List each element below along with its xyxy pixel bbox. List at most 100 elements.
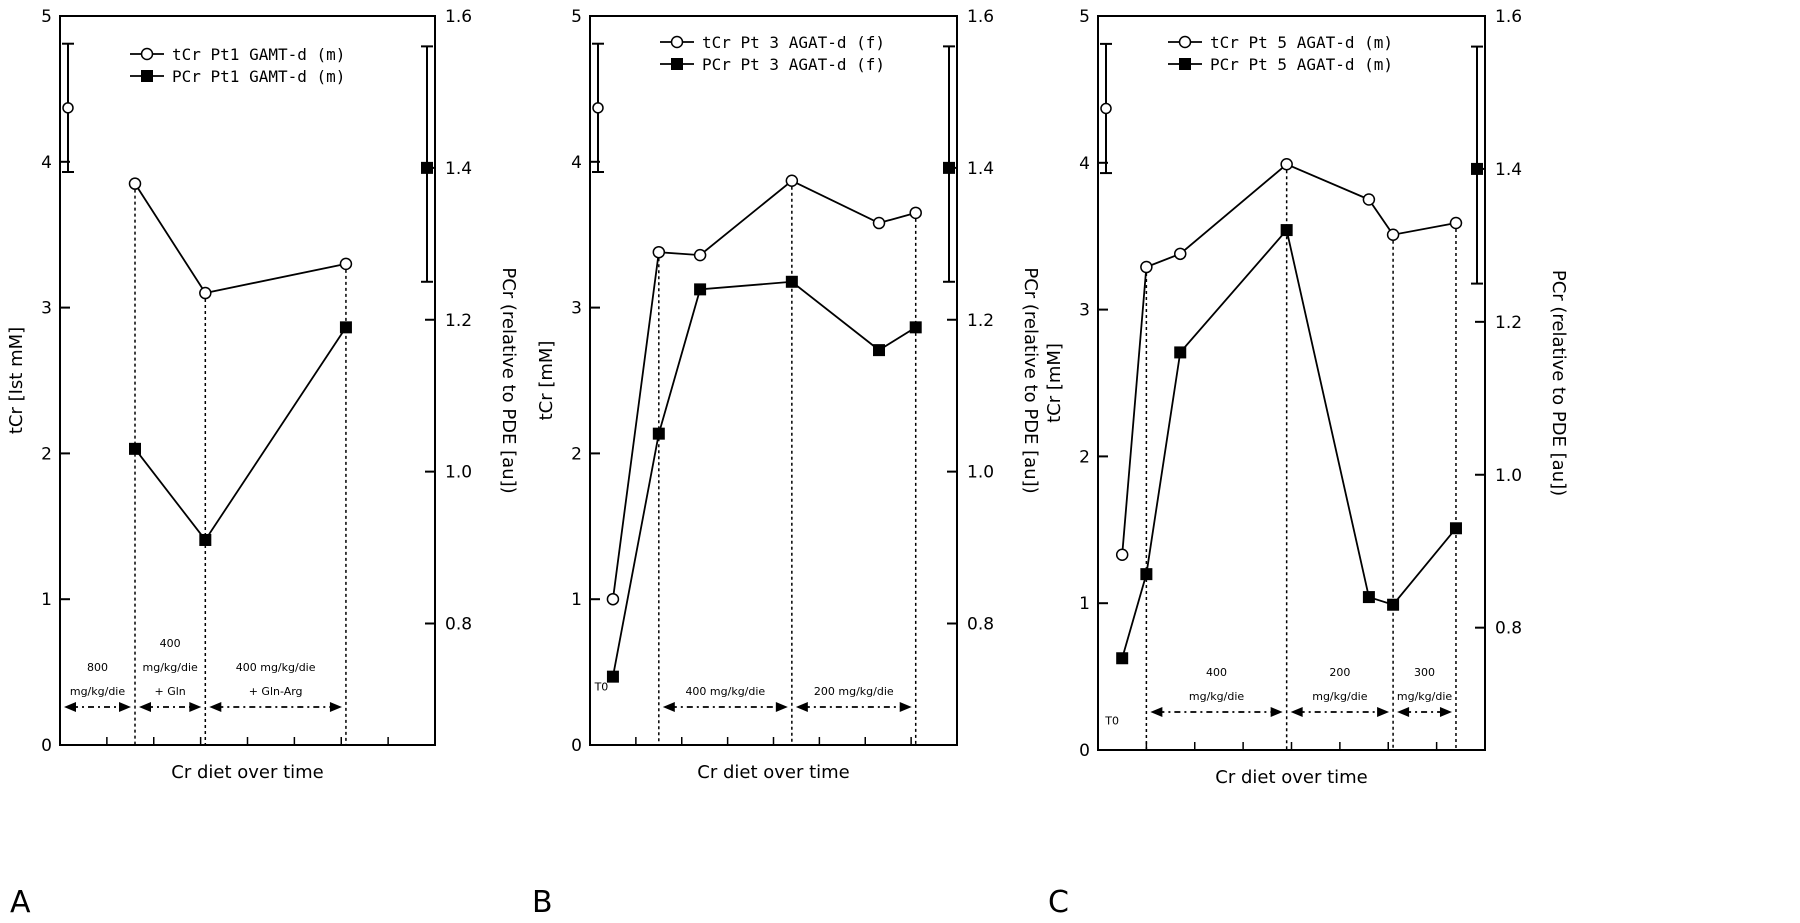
phase-label: 200 mg/kg/die bbox=[814, 685, 894, 698]
y-axis-label: tCr [mM] bbox=[536, 341, 557, 421]
legend-marker-tcr bbox=[1178, 35, 1192, 49]
y2-tick-label: 0.8 bbox=[1495, 619, 1522, 639]
y-tick-label: 3 bbox=[571, 299, 582, 319]
data-point-tcr bbox=[1362, 193, 1376, 206]
legend-entry: tCr Pt 5 AGAT-d (m) bbox=[1210, 33, 1393, 52]
panel-letter: B bbox=[532, 885, 553, 920]
phase-arrowhead-left bbox=[64, 702, 76, 712]
data-point-tcr bbox=[785, 174, 799, 188]
phase-label: 800 bbox=[87, 661, 108, 674]
data-point-pcr bbox=[606, 670, 619, 683]
y-tick-label: 1 bbox=[1079, 594, 1090, 614]
series-line-tcr bbox=[612, 179, 916, 600]
plot-frame bbox=[1097, 15, 1486, 751]
y-tick-label: 4 bbox=[571, 153, 582, 173]
y-tick-label: 1 bbox=[571, 590, 582, 610]
phase-label: mg/kg/die bbox=[70, 685, 126, 698]
y-tick-label: 0 bbox=[41, 736, 52, 756]
y2-tick-label: 1.2 bbox=[1495, 313, 1522, 333]
phase-label: + Gln bbox=[155, 685, 186, 698]
data-point-tcr bbox=[1115, 548, 1129, 562]
y-tick-label: 4 bbox=[41, 153, 52, 173]
series-line-pcr bbox=[134, 326, 347, 542]
panel-b: 0 1 2 3 4 5 0.8 1.0 1.2 1.4 1.6 Cr diet over time tC… bbox=[532, 7, 1041, 920]
panel-letter: A bbox=[10, 885, 31, 920]
y2-tick-label: 1.6 bbox=[967, 7, 994, 27]
data-point-pcr bbox=[339, 321, 352, 334]
y2-tick-label: 1.6 bbox=[1495, 7, 1522, 27]
series-line-pcr bbox=[1121, 228, 1457, 659]
phase-label: mg/kg/die bbox=[1189, 690, 1245, 703]
y2-tick-label: 1.0 bbox=[445, 463, 472, 483]
data-point-pcr bbox=[785, 275, 798, 288]
y2-tick-label: 0.8 bbox=[445, 615, 472, 635]
phase-arrowhead-right bbox=[119, 702, 131, 712]
panel-c: 0 1 2 3 4 5 0.8 1.0 1.2 1.4 1.6 Cr diet over time tC… bbox=[1044, 7, 1569, 920]
phase-arrowhead-left bbox=[1290, 707, 1303, 717]
y-axis-label: tCr [Ist mM] bbox=[6, 327, 27, 434]
reference-point-tcr bbox=[62, 102, 74, 114]
data-point-pcr bbox=[1140, 568, 1153, 581]
legend-marker-pcr bbox=[141, 70, 153, 82]
y2-tick-label: 1.4 bbox=[967, 159, 994, 179]
y2-tick-label: 1.0 bbox=[967, 463, 994, 483]
data-point-tcr bbox=[199, 286, 212, 300]
phase-label: mg/kg/die bbox=[1397, 690, 1453, 703]
phase-arrowhead-left bbox=[1397, 707, 1410, 717]
phase-arrowhead-right bbox=[1377, 707, 1390, 717]
data-point-tcr bbox=[339, 257, 353, 271]
timepoint-label: T0 bbox=[1104, 715, 1119, 728]
phase-label: + Gln-Arg bbox=[249, 685, 303, 698]
reference-point-tcr bbox=[1100, 102, 1112, 115]
panel-letter: C bbox=[1048, 885, 1069, 920]
phase-arrowhead-right bbox=[329, 702, 342, 712]
legend-marker-tcr bbox=[670, 35, 684, 49]
data-point-pcr bbox=[1116, 652, 1129, 665]
phase-label: 400 mg/kg/die bbox=[236, 661, 316, 674]
series-line-pcr bbox=[612, 280, 917, 677]
phase-label: 400 mg/kg/die bbox=[685, 685, 765, 698]
data-point-tcr bbox=[909, 206, 922, 220]
y-tick-label: 3 bbox=[1079, 301, 1090, 321]
data-point-tcr bbox=[1140, 260, 1153, 274]
reference-point-pcr bbox=[421, 161, 433, 174]
data-point-pcr bbox=[1387, 598, 1400, 611]
phase-arrowhead-left bbox=[209, 702, 222, 712]
legend-entry: tCr Pt1 GAMT-d (m) bbox=[172, 45, 345, 64]
reference-point-tcr bbox=[592, 102, 604, 114]
phase-arrowhead-right bbox=[775, 702, 788, 712]
panel-a: 0 1 2 3 4 5 0.8 1.0 1.2 1.4 1.6 Cr diet over time tC… bbox=[6, 7, 519, 920]
y2-tick-label: 1.4 bbox=[1495, 160, 1522, 180]
data-point-pcr bbox=[652, 427, 665, 440]
legend-marker-pcr bbox=[1179, 58, 1191, 70]
y2-tick-label: 1.4 bbox=[445, 159, 472, 179]
phase-label: mg/kg/die bbox=[1312, 690, 1368, 703]
plot-frame bbox=[59, 15, 436, 746]
series-line-tcr bbox=[134, 183, 347, 295]
y2-axis-label: PCr (relative to PDE [au]) bbox=[1020, 267, 1041, 493]
legend-marker-tcr bbox=[140, 47, 154, 61]
reference-point-pcr bbox=[943, 161, 955, 174]
phase-label: 400 bbox=[1206, 666, 1227, 679]
data-point-tcr bbox=[1449, 216, 1463, 230]
y-tick-label: 3 bbox=[41, 299, 52, 319]
y2-tick-label: 1.0 bbox=[1495, 466, 1522, 486]
y-axis-label: tCr [mM] bbox=[1044, 343, 1065, 423]
phase-label: mg/kg/die bbox=[143, 661, 199, 674]
x-axis-label: Cr diet over time bbox=[171, 762, 324, 783]
data-point-tcr bbox=[872, 216, 886, 230]
timepoint-label: T0 bbox=[594, 681, 609, 694]
phase-label: 200 bbox=[1329, 666, 1350, 679]
phase-label: 400 bbox=[160, 637, 181, 650]
y-tick-label: 2 bbox=[1079, 447, 1090, 467]
data-point-pcr bbox=[129, 442, 141, 455]
y-tick-label: 0 bbox=[1079, 741, 1090, 761]
data-point-pcr bbox=[694, 283, 707, 296]
legend-entry: PCr Pt 3 AGAT-d (f) bbox=[702, 55, 885, 74]
data-point-tcr bbox=[1280, 158, 1293, 171]
legend-entry: PCr Pt1 GAMT-d (m) bbox=[172, 67, 345, 86]
y2-tick-label: 1.2 bbox=[445, 311, 472, 331]
data-point-tcr bbox=[693, 248, 707, 262]
phase-arrowhead-left bbox=[662, 702, 675, 712]
